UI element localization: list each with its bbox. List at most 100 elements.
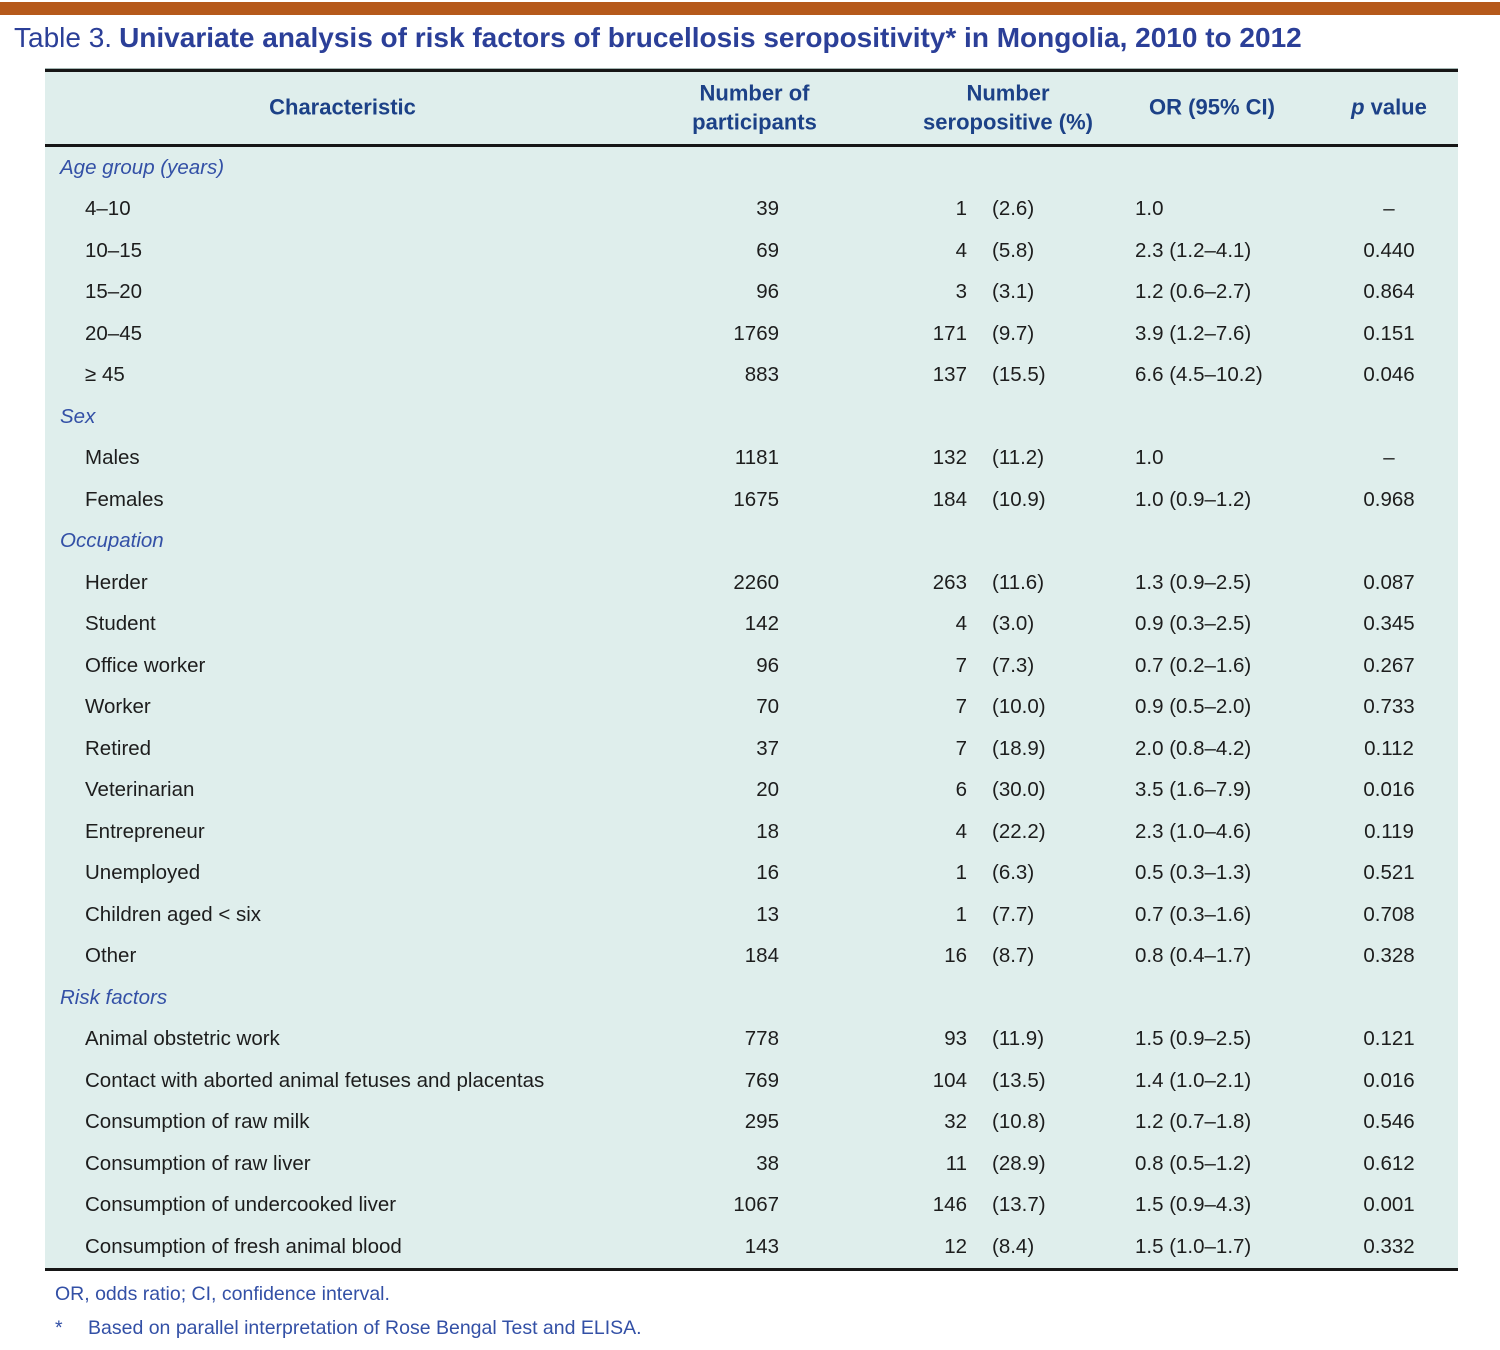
cell-characteristic: Veterinarian xyxy=(85,778,195,802)
cell-seropositive-count: 132 xyxy=(932,446,967,470)
cell-participants: 1769 xyxy=(733,321,779,345)
cell-seropositive-count: 4 xyxy=(955,238,967,262)
cell-characteristic: ≥ 45 xyxy=(85,363,125,387)
column-header-or-ci: OR (95% CI) xyxy=(1149,94,1275,120)
cell-seropositive-pct: (11.9) xyxy=(992,1027,1045,1051)
cell-seropositive-pct: (7.7) xyxy=(992,902,1035,926)
column-header-p-value: p value xyxy=(1320,94,1458,123)
data-table: Characteristic Number of participants Nu… xyxy=(45,68,1458,1271)
table-caption-title: Univariate analysis of risk factors of b… xyxy=(119,22,1302,53)
cell-or-ci: 1.5 (0.9–2.5) xyxy=(1135,1027,1252,1051)
table-body: Age group (years) 4–10 39 1 (2.6) 1.0 – … xyxy=(45,147,1458,1271)
table-row: Herder 2260 263 (11.6) 1.3 (0.9–2.5) 0.0… xyxy=(45,562,1458,604)
cell-or-ci: 0.8 (0.5–1.2) xyxy=(1135,1151,1252,1175)
cell-seropositive-pct: (7.3) xyxy=(992,653,1035,677)
cell-seropositive-count: 4 xyxy=(955,819,967,843)
cell-seropositive-pct: (13.5) xyxy=(992,1068,1046,1092)
cell-seropositive-pct: (10.0) xyxy=(992,695,1046,719)
table-caption-prefix: Table 3. xyxy=(14,22,113,53)
cell-or-ci: 1.0 xyxy=(1135,197,1164,221)
cell-or-ci: 2.0 (0.8–4.2) xyxy=(1135,736,1252,760)
table-row: Office worker 96 7 (7.3) 0.7 (0.2–1.6) 0… xyxy=(45,645,1458,687)
cell-seropositive-count: 137 xyxy=(932,363,967,387)
cell-characteristic: Office worker xyxy=(85,653,206,677)
column-header-characteristic: Characteristic xyxy=(269,94,416,120)
cell-p-value: 0.016 xyxy=(1363,778,1415,802)
cell-p-value: 0.151 xyxy=(1363,321,1415,345)
cell-p-value: 0.968 xyxy=(1363,487,1415,511)
cell-participants: 37 xyxy=(756,736,779,760)
cell-seropositive-pct: (10.9) xyxy=(992,487,1046,511)
table-row: Consumption of fresh animal blood 143 12… xyxy=(45,1226,1458,1268)
cell-seropositive-count: 4 xyxy=(955,612,967,636)
cell-seropositive-pct: (11.6) xyxy=(992,570,1045,594)
cell-p-value: 0.267 xyxy=(1363,653,1415,677)
section-row: Sex xyxy=(45,396,1458,438)
cell-or-ci: 0.8 (0.4–1.7) xyxy=(1135,944,1252,968)
section-label: Risk factors xyxy=(60,985,168,1009)
cell-seropositive-pct: (2.6) xyxy=(992,197,1035,221)
cell-seropositive-count: 11 xyxy=(945,1151,967,1175)
cell-seropositive-pct: (15.5) xyxy=(992,363,1046,387)
footnote-abbreviations: OR, odds ratio; CI, confidence interval. xyxy=(55,1283,390,1305)
table-row: Consumption of undercooked liver 1067 14… xyxy=(45,1185,1458,1227)
cell-participants: 769 xyxy=(744,1068,779,1092)
cell-seropositive-count: 184 xyxy=(932,487,967,511)
cell-characteristic: 10–15 xyxy=(85,238,143,262)
cell-or-ci: 6.6 (4.5–10.2) xyxy=(1135,363,1263,387)
section-label: Age group (years) xyxy=(60,155,225,179)
cell-characteristic: Consumption of fresh animal blood xyxy=(85,1234,402,1258)
cell-seropositive-count: 7 xyxy=(955,653,967,677)
cell-participants: 13 xyxy=(756,902,779,926)
cell-p-value: 0.440 xyxy=(1363,238,1415,262)
table-row: Other 184 16 (8.7) 0.8 (0.4–1.7) 0.328 xyxy=(45,936,1458,978)
table-row: Retired 37 7 (18.9) 2.0 (0.8–4.2) 0.112 xyxy=(45,728,1458,770)
cell-or-ci: 1.3 (0.9–2.5) xyxy=(1135,570,1252,594)
table-row: Males 1181 132 (11.2) 1.0 – xyxy=(45,438,1458,480)
cell-participants: 778 xyxy=(744,1027,779,1051)
table-row: 20–45 1769 171 (9.7) 3.9 (1.2–7.6) 0.151 xyxy=(45,313,1458,355)
cell-or-ci: 0.9 (0.5–2.0) xyxy=(1135,695,1252,719)
cell-seropositive-count: 16 xyxy=(944,944,967,968)
cell-seropositive-pct: (11.2) xyxy=(992,446,1045,470)
cell-p-value: 0.016 xyxy=(1363,1068,1415,1092)
cell-or-ci: 0.5 (0.3–1.3) xyxy=(1135,861,1252,885)
table-row: 4–10 39 1 (2.6) 1.0 – xyxy=(45,189,1458,231)
cell-characteristic: Males xyxy=(85,446,140,470)
cell-seropositive-count: 1 xyxy=(955,861,967,885)
cell-seropositive-pct: (18.9) xyxy=(992,736,1046,760)
cell-seropositive-count: 1 xyxy=(955,902,967,926)
cell-seropositive-count: 32 xyxy=(944,1110,967,1134)
table-row: 10–15 69 4 (5.8) 2.3 (1.2–4.1) 0.440 xyxy=(45,230,1458,272)
cell-participants: 70 xyxy=(756,695,779,719)
cell-seropositive-count: 1 xyxy=(955,197,967,221)
cell-participants: 2260 xyxy=(733,570,779,594)
cell-characteristic: Student xyxy=(85,612,156,636)
cell-p-value: 0.121 xyxy=(1363,1027,1415,1051)
cell-or-ci: 1.5 (0.9–4.3) xyxy=(1135,1193,1252,1217)
cell-seropositive-pct: (3.0) xyxy=(992,612,1035,636)
cell-seropositive-pct: (10.8) xyxy=(992,1110,1046,1134)
cell-p-value: – xyxy=(1383,446,1395,470)
column-header-seropositive: Number seropositive (%) xyxy=(923,80,1093,134)
cell-p-value: – xyxy=(1383,197,1395,221)
cell-participants: 20 xyxy=(756,778,779,802)
p-value-rest: value xyxy=(1370,94,1427,120)
cell-participants: 39 xyxy=(756,197,779,221)
cell-or-ci: 1.2 (0.7–1.8) xyxy=(1135,1110,1252,1134)
cell-characteristic: Consumption of raw milk xyxy=(85,1110,310,1134)
cell-seropositive-pct: (28.9) xyxy=(992,1151,1046,1175)
cell-seropositive-pct: (30.0) xyxy=(992,778,1046,802)
table-row: Animal obstetric work 778 93 (11.9) 1.5 … xyxy=(45,1019,1458,1061)
cell-or-ci: 1.5 (1.0–1.7) xyxy=(1135,1234,1252,1258)
table-row: Student 142 4 (3.0) 0.9 (0.3–2.5) 0.345 xyxy=(45,604,1458,646)
cell-characteristic: Retired xyxy=(85,736,152,760)
top-accent-bar xyxy=(0,2,1500,15)
cell-seropositive-count: 93 xyxy=(944,1027,967,1051)
cell-p-value: 0.087 xyxy=(1363,570,1415,594)
table-row: Veterinarian 20 6 (30.0) 3.5 (1.6–7.9) 0… xyxy=(45,770,1458,812)
cell-or-ci: 0.7 (0.3–1.6) xyxy=(1135,902,1252,926)
asterisk-marker: * xyxy=(55,1317,63,1339)
cell-seropositive-count: 171 xyxy=(932,321,967,345)
cell-seropositive-count: 3 xyxy=(955,280,967,304)
